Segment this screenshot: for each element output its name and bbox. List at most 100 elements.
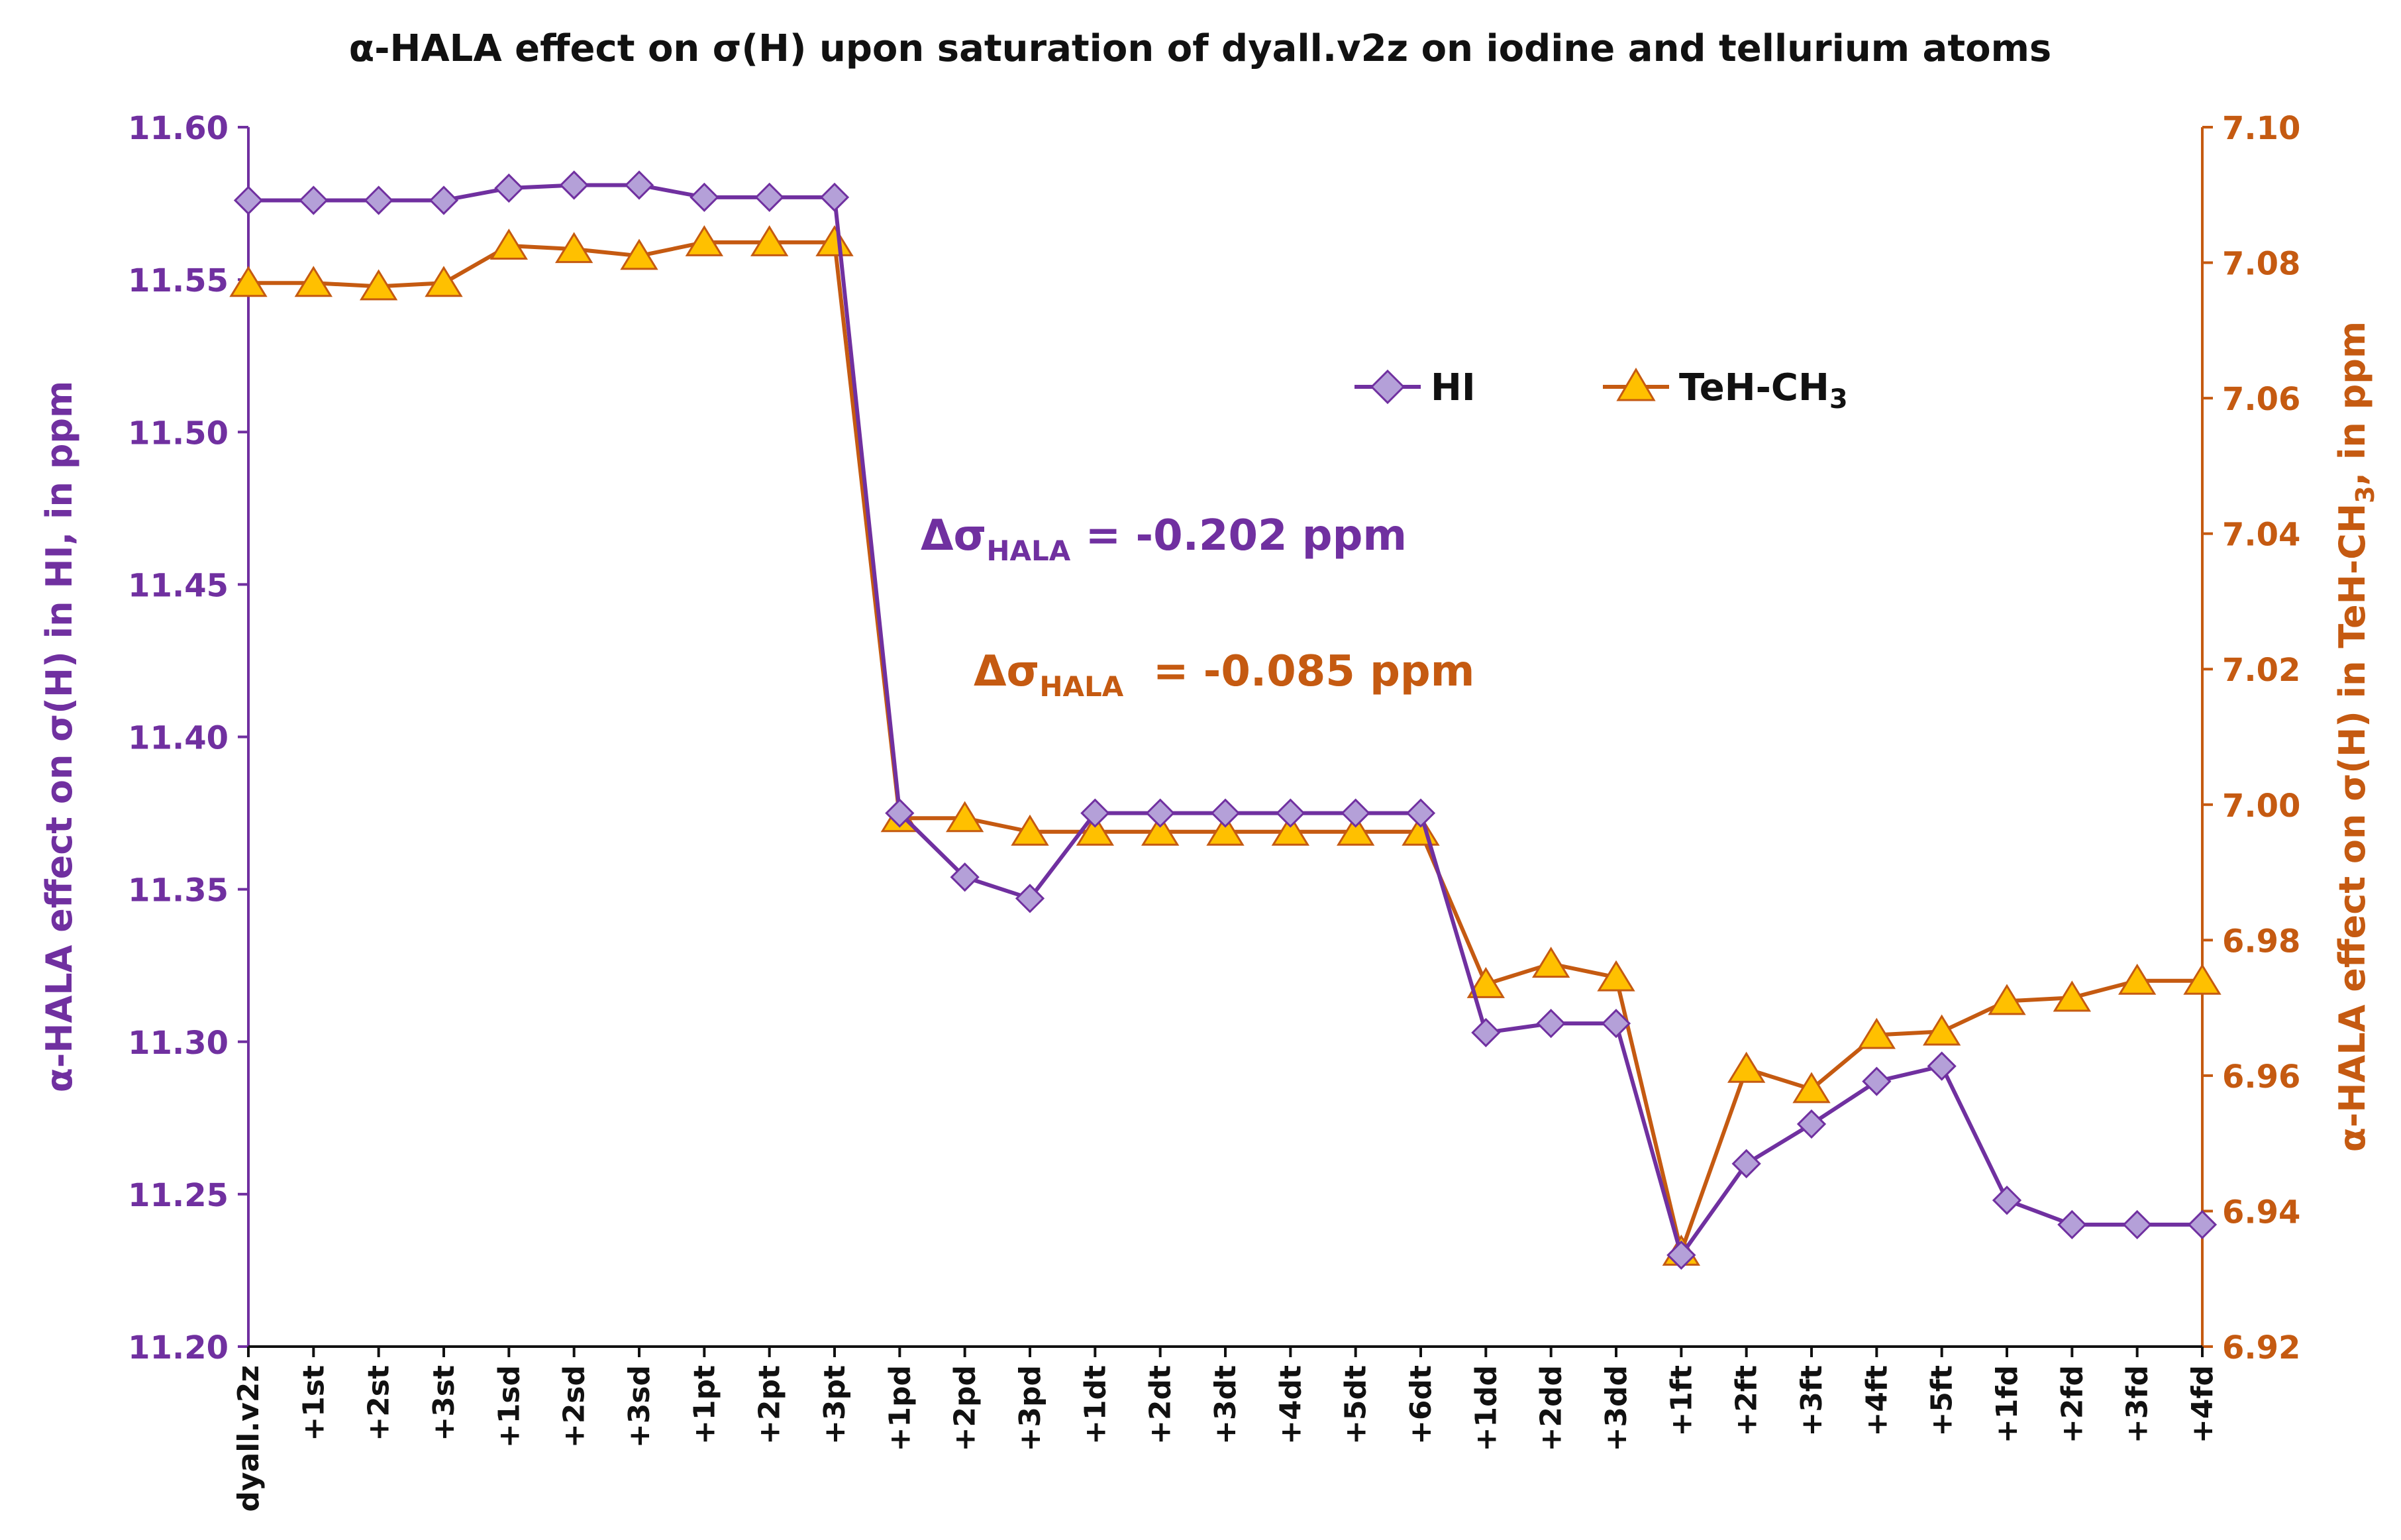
hi-line <box>248 183 2202 1257</box>
teh-ch3-point <box>294 266 333 297</box>
hi-point <box>1536 1009 1566 1039</box>
x-tick-label: +1pt <box>688 1365 721 1445</box>
hi-point <box>2122 1209 2152 1240</box>
right-tick-label: 7.10 <box>2222 110 2300 147</box>
x-tick-label: +2st <box>362 1365 396 1441</box>
teh-ch3-point <box>1857 1017 1896 1049</box>
hi-point <box>1862 1066 1892 1096</box>
left-tick-label: 11.50 <box>128 415 229 452</box>
x-tick-label: +2pd <box>948 1365 982 1451</box>
chart-title: α-HALA effect on σ(H) upon saturation of… <box>349 27 2052 70</box>
right-tick-label: 6.92 <box>2222 1329 2300 1366</box>
x-tick-label: +4ft <box>1860 1365 1894 1437</box>
x-tick-label: +4dt <box>1274 1365 1307 1445</box>
hi-point <box>429 185 459 215</box>
right-tick-label: 7.02 <box>2222 652 2300 689</box>
right-tick-label: 7.08 <box>2222 246 2300 283</box>
x-tick-label: +2dt <box>1144 1365 1178 1445</box>
hi-point <box>1145 798 1175 828</box>
hi-point <box>624 170 654 200</box>
hi-point <box>1666 1240 1696 1270</box>
x-tick-label: +1pd <box>883 1365 917 1451</box>
left-tick-label: 11.60 <box>128 110 229 147</box>
teh-ch3-point <box>1597 960 1635 992</box>
x-tick-label: +6dt <box>1404 1365 1438 1445</box>
left-tick-label: 11.25 <box>128 1177 229 1214</box>
hi-point <box>559 170 589 200</box>
teh-ch3-point <box>229 266 268 297</box>
left-tick-label: 11.40 <box>128 720 229 757</box>
legend-te-label: TeH-CH3 <box>1679 366 1848 415</box>
right-tick-label: 6.96 <box>2222 1058 2300 1096</box>
x-tick-label: +3ft <box>1795 1365 1829 1437</box>
x-tick-label: +3st <box>427 1365 461 1441</box>
right-axis-ticks: 6.92 6.94 6.96 6.98 7.00 7.02 7.04 7.06 7.08 7.10 <box>2202 110 2300 1366</box>
x-tick-label: +1st <box>297 1365 331 1441</box>
hi-point <box>1992 1185 2022 1215</box>
plot-area <box>247 127 2204 1348</box>
teh-ch3-point <box>620 238 658 270</box>
x-tick-label: +2pt <box>753 1365 787 1445</box>
teh-ch3-point <box>750 225 789 256</box>
hi-point <box>494 173 524 203</box>
left-tick-label: 11.45 <box>128 567 229 604</box>
teh-ch3-point <box>685 225 724 256</box>
legend-te-marker <box>1616 368 1656 401</box>
teh-ch3-point <box>1531 947 1570 978</box>
hi-point <box>1080 798 1110 828</box>
teh-ch3-point <box>1922 1014 1961 1046</box>
hi-point <box>1405 798 1436 828</box>
teh-ch3-point <box>945 801 984 833</box>
teh-ch3-point <box>359 269 398 301</box>
x-tick-label: +3sd <box>623 1365 656 1448</box>
right-tick-label: 6.94 <box>2222 1194 2300 1231</box>
hi-point <box>1015 884 1045 913</box>
teh-ch3-point <box>489 229 529 260</box>
teh-ch3-point <box>1076 814 1115 846</box>
series-hi <box>233 170 2218 1270</box>
hi-point <box>1796 1109 1827 1139</box>
right-tick-label: 7.06 <box>2222 381 2300 418</box>
teh-ch3-point <box>1011 814 1049 846</box>
teh-ch3-point <box>1336 814 1375 846</box>
legend-hi-marker <box>1370 369 1405 405</box>
x-tick-label: +3pd <box>1013 1365 1047 1451</box>
hi-point <box>299 185 329 215</box>
teh-ch3-line <box>248 240 2202 1254</box>
teh-ch3-point <box>1792 1072 1831 1104</box>
x-tick-label: +3dd <box>1600 1365 1633 1451</box>
x-tick-label: +1ft <box>1664 1365 1698 1437</box>
hi-point <box>1276 798 1305 828</box>
legend: HI TeH-CH3 <box>1354 366 1848 415</box>
x-tick-label: +1fd <box>1990 1365 2024 1443</box>
hi-point <box>1731 1149 1761 1178</box>
hi-point <box>1341 798 1370 828</box>
hi-point <box>2057 1209 2087 1240</box>
teh-ch3-point <box>2053 980 2092 1012</box>
teh-ch3-point <box>2183 963 2222 995</box>
right-tick-label: 6.98 <box>2222 923 2300 960</box>
x-tick-label: +1dt <box>1078 1365 1112 1445</box>
left-axis-ticks: 11.20 11.25 11.30 11.35 11.40 11.45 11.50 11.55… <box>128 110 248 1366</box>
x-tick-label: +3dt <box>1209 1365 1243 1445</box>
teh-ch3-point <box>2118 963 2157 995</box>
left-tick-label: 11.55 <box>128 262 229 299</box>
hi-point <box>1471 1017 1501 1048</box>
series-teh-ch3 <box>229 225 2222 1266</box>
x-tick-label: +5ft <box>1925 1365 1959 1437</box>
teh-ch3-point <box>1206 814 1245 846</box>
teh-ch3-point <box>1141 814 1180 846</box>
legend-hi-label: HI <box>1431 366 1476 409</box>
x-tick-label: +2dd <box>1535 1365 1568 1451</box>
hi-point <box>364 185 393 215</box>
hi-point <box>1927 1051 1957 1081</box>
right-tick-label: 7.00 <box>2222 788 2300 825</box>
teh-ch3-point <box>815 225 854 256</box>
left-tick-label: 11.20 <box>128 1329 229 1366</box>
x-tick-label: +2fd <box>2055 1365 2089 1443</box>
teh-ch3-point <box>554 232 593 264</box>
teh-ch3-point <box>425 266 463 297</box>
teh-ch3-point <box>1988 984 2026 1015</box>
x-tick-label: +5dt <box>1339 1365 1373 1445</box>
